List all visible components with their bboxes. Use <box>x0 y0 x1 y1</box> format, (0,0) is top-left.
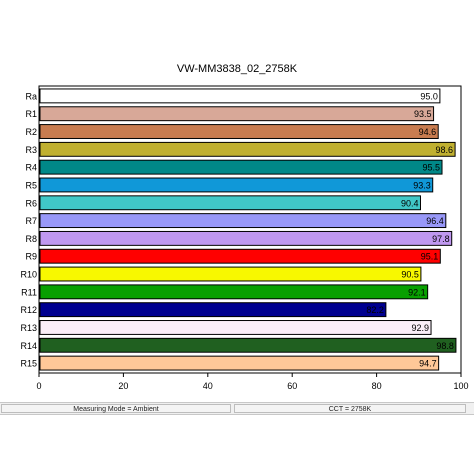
category-label-r12: R12 <box>20 305 37 315</box>
value-label-r6: 90.4 <box>401 198 419 208</box>
value-label-ra: 95.0 <box>420 91 438 101</box>
bar-r15 <box>39 355 440 371</box>
category-label-r10: R10 <box>20 270 37 280</box>
bar-r8 <box>39 230 453 246</box>
value-label-r8: 97.8 <box>432 234 450 244</box>
category-label-r13: R13 <box>20 323 37 333</box>
category-label-r4: R4 <box>25 163 37 173</box>
value-label-r7: 96.4 <box>426 216 444 226</box>
x-tick-label-80: 80 <box>372 381 382 391</box>
bar-r14 <box>39 337 457 353</box>
bar-r7 <box>39 213 447 229</box>
bar-r1 <box>39 106 435 122</box>
bar-ra <box>39 88 441 104</box>
bar-r11 <box>39 284 429 300</box>
category-label-r8: R8 <box>25 234 37 244</box>
value-label-r5: 93.3 <box>413 180 431 190</box>
bar-r13 <box>39 320 432 335</box>
value-label-r13: 92.9 <box>412 323 430 333</box>
chart-title: VW-MM3838_02_2758K <box>177 63 298 75</box>
x-tick-label-60: 60 <box>287 381 297 391</box>
value-label-r1: 93.5 <box>414 109 432 119</box>
bar-r6 <box>39 195 421 211</box>
category-label-r14: R14 <box>20 341 37 351</box>
value-label-r3: 98.6 <box>436 145 454 155</box>
value-label-r9: 95.1 <box>421 252 439 262</box>
cct-status: CCT = 2758K <box>234 404 466 413</box>
value-label-r4: 95.5 <box>422 163 440 173</box>
value-label-r15: 94.7 <box>419 359 437 369</box>
value-label-r12: 82.2 <box>366 305 384 315</box>
x-tick-label-40: 40 <box>203 381 213 391</box>
x-tick-label-20: 20 <box>118 381 128 391</box>
bar-r10 <box>39 266 422 282</box>
category-label-r9: R9 <box>25 252 37 262</box>
category-label-r3: R3 <box>25 145 37 155</box>
value-label-r10: 90.5 <box>401 270 419 280</box>
value-label-r14: 98.8 <box>436 341 454 351</box>
category-label-r11: R11 <box>21 287 37 297</box>
measuring-mode-status: Measuring Mode = Ambient <box>1 404 231 413</box>
bar-r4 <box>39 159 443 175</box>
bar-r5 <box>39 177 434 193</box>
category-label-r6: R6 <box>25 198 37 208</box>
bar-r12 <box>39 302 387 318</box>
status-bar: Measuring Mode = Ambient CCT = 2758K <box>0 402 474 415</box>
x-tick-label-100: 100 <box>453 381 468 391</box>
category-label-r15: R15 <box>20 359 37 369</box>
category-label-r1: R1 <box>25 109 37 119</box>
category-label-r2: R2 <box>25 127 37 137</box>
category-label-r5: R5 <box>25 180 37 190</box>
bar-r2 <box>39 124 439 139</box>
bars-group: Ra 95.0 R1 93.5 R2 94.6 R3 98.6 R4 95.5 R5 93.3 R6 90… <box>20 88 457 371</box>
x-tick-label-0: 0 <box>36 381 41 391</box>
bar-r9 <box>39 248 441 264</box>
value-label-r11: 92.1 <box>408 287 426 297</box>
value-label-r2: 94.6 <box>419 127 437 137</box>
bar-r3 <box>39 141 456 157</box>
category-label-r7: R7 <box>25 216 37 226</box>
category-label-ra: Ra <box>25 91 37 101</box>
x-axis: 0 20 40 60 80 100 <box>36 373 469 391</box>
